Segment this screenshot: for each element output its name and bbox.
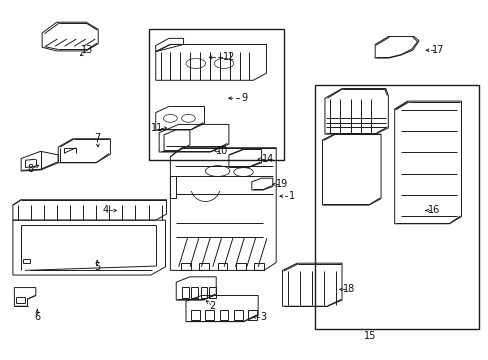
Bar [182,287,188,298]
Text: 18: 18 [343,284,355,294]
Text: 1: 1 [288,191,295,201]
Text: 19: 19 [276,179,288,189]
Text: 4: 4 [102,206,108,216]
Text: 2: 2 [209,301,216,311]
Text: 16: 16 [427,206,439,216]
Text: 12: 12 [222,52,235,62]
Text: 7: 7 [94,133,100,143]
Text: 5: 5 [94,262,100,272]
Bar [248,310,257,320]
Text: 13: 13 [81,45,93,55]
Bar [199,263,209,270]
Bar [315,85,478,329]
Text: 10: 10 [216,145,228,156]
Bar [236,263,245,270]
Bar [234,310,243,320]
Bar [254,263,264,270]
Text: 9: 9 [241,93,247,103]
Bar [219,310,228,320]
Text: 14: 14 [261,154,273,164]
Text: 17: 17 [431,45,444,55]
Text: 8: 8 [27,164,33,174]
Text: 15: 15 [364,331,376,341]
Bar [181,263,190,270]
Bar [190,310,199,320]
Bar [205,310,214,320]
Bar [149,30,283,160]
Bar [209,287,216,298]
Bar [217,263,227,270]
Text: 11: 11 [150,123,163,133]
Text: 3: 3 [260,312,265,322]
Bar [190,287,197,298]
Text: 6: 6 [34,312,40,322]
Bar [200,287,207,298]
